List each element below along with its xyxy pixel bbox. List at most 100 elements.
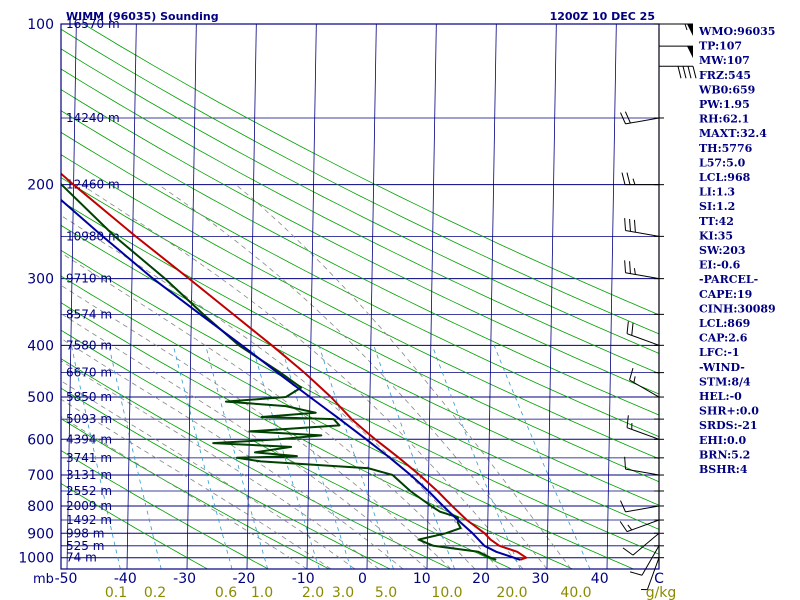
wind-barb-full xyxy=(622,547,634,556)
wind-barb xyxy=(620,111,660,125)
wind-barb-staff xyxy=(632,532,660,556)
mixing-ratio-label: 0.6 xyxy=(215,585,237,600)
dry-adiabat xyxy=(61,483,208,569)
index-item: BRN:5.2 xyxy=(699,448,750,461)
wind-barb xyxy=(619,519,660,533)
wind-barb-half xyxy=(632,178,636,185)
isotherm xyxy=(306,24,317,569)
chart-title-station: WIMM (96035) Sounding xyxy=(66,10,219,23)
mixing-ratio-line xyxy=(108,345,162,569)
wind-barb-full xyxy=(629,368,634,381)
temp-tick-label: -40 xyxy=(114,571,137,587)
index-item: CINH:30089 xyxy=(699,302,776,315)
series-parcel xyxy=(61,198,521,561)
mixing-ratio-label: 5.0 xyxy=(375,585,397,600)
dry-adiabat xyxy=(83,24,659,316)
wind-barb xyxy=(629,545,660,576)
index-item: SRDS:-21 xyxy=(699,419,758,432)
index-item: SW:203 xyxy=(699,244,746,257)
index-item: LFC:-1 xyxy=(699,346,740,359)
pressure-tick-label: 1000 xyxy=(18,551,54,567)
wind-barb-staff xyxy=(625,272,660,280)
wind-barb-full xyxy=(620,112,626,125)
wind-barb-full xyxy=(629,218,631,232)
temp-tick-label: -50 xyxy=(55,571,78,587)
height-label-900: 998 m xyxy=(66,526,104,540)
wind-barb-full xyxy=(682,66,687,79)
wind-barb-full xyxy=(677,66,682,79)
wind-barb xyxy=(659,23,693,36)
moist-adiabat xyxy=(61,284,452,569)
mixing-ratio-label: 20.0 xyxy=(496,585,527,600)
height-label-750: 2552 m xyxy=(66,484,112,498)
wind-barb-full xyxy=(624,456,627,470)
wind-barb xyxy=(624,260,660,280)
wind-barb xyxy=(626,321,660,346)
wind-barb-half xyxy=(633,268,636,275)
pressure-tick-label: 600 xyxy=(27,432,54,448)
wind-barb-staff xyxy=(646,557,660,590)
wind-barb xyxy=(621,172,659,186)
height-label-500: 5850 m xyxy=(66,390,112,404)
wind-barb xyxy=(629,368,660,398)
index-item: TH:5776 xyxy=(699,142,753,155)
dry-adiabat xyxy=(61,110,659,416)
wind-barb-full xyxy=(629,261,631,274)
mixing-ratio-line xyxy=(493,345,591,569)
height-label-350: 8574 m xyxy=(66,307,112,321)
index-item: EI:-0.6 xyxy=(699,259,741,272)
index-item: STM:8/4 xyxy=(699,375,751,388)
height-label-200: 12460 m xyxy=(66,178,120,192)
wind-barb-staff xyxy=(626,427,660,440)
temp-tick-label: 30 xyxy=(531,571,549,587)
index-item: RH:62.1 xyxy=(699,113,749,126)
height-label-600: 4394 m xyxy=(66,432,112,446)
mixing-ratio-line xyxy=(205,345,269,569)
temp-tick-label: 0 xyxy=(358,571,367,587)
temp-tick-label: C xyxy=(654,571,664,587)
temp-tick-label: 20 xyxy=(472,571,490,587)
wind-barb-pennant xyxy=(687,24,693,36)
wind-barb xyxy=(620,500,660,513)
wind-barb-half xyxy=(633,376,636,383)
wind-barb-staff xyxy=(626,519,660,533)
height-label-850: 1492 m xyxy=(66,513,112,527)
dry-adiabat xyxy=(61,224,659,530)
index-item: FRZ:545 xyxy=(699,69,751,82)
height-label-400: 7580 m xyxy=(66,338,112,352)
wind-barb-half xyxy=(684,23,688,31)
wind-barb-staff xyxy=(626,333,660,346)
isotherm xyxy=(246,24,257,569)
mixing-ratio-line xyxy=(318,345,394,569)
height-label-800: 2009 m xyxy=(66,499,112,513)
wind-barb xyxy=(622,532,660,556)
isotherm xyxy=(486,24,497,569)
background-grid xyxy=(61,24,659,569)
index-item: L57:5.0 xyxy=(699,156,746,169)
index-item: EHI:0.0 xyxy=(699,434,746,447)
dry-adiabat xyxy=(61,28,659,335)
isotherm xyxy=(606,24,617,569)
temp-tick-label: 10 xyxy=(413,571,431,587)
moist-adiabat xyxy=(61,252,476,569)
dry-adiabat xyxy=(61,154,659,460)
dry-adiabat xyxy=(61,329,512,569)
chart-title-time: 1200Z 10 DEC 25 xyxy=(550,10,655,23)
wind-barb-full xyxy=(626,321,629,334)
wind-barb-staff xyxy=(625,117,660,125)
wind-barb-staff xyxy=(625,229,660,237)
index-item: MW:107 xyxy=(699,54,750,67)
pressure-tick-label: 700 xyxy=(27,468,54,484)
index-item: KI:35 xyxy=(699,229,733,242)
series-dewpoint xyxy=(61,182,497,561)
dry-adiabat xyxy=(61,131,659,438)
index-item: MAXT:32.4 xyxy=(699,127,767,140)
dry-adiabat xyxy=(61,48,659,354)
wind-barb-full xyxy=(624,111,631,124)
pressure-tick-label: 800 xyxy=(27,499,54,515)
moist-adiabat xyxy=(158,184,548,569)
index-item: CAP:2.6 xyxy=(699,332,748,345)
dry-adiabat xyxy=(61,450,269,569)
